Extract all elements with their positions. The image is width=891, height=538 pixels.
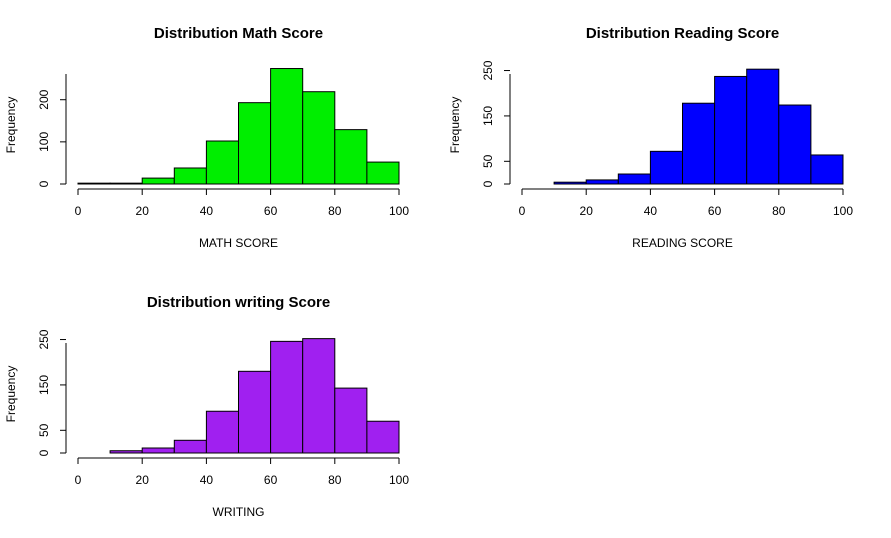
- x-tick-label: 60: [264, 473, 278, 487]
- bar: [778, 104, 812, 185]
- x-tick-label: 100: [389, 473, 409, 487]
- bar: [366, 161, 400, 185]
- y-tick-label: 0: [481, 180, 495, 187]
- y-tick-label: 150: [481, 106, 495, 126]
- bar: [334, 129, 368, 185]
- x-tick-label: 100: [833, 204, 853, 218]
- bar: [238, 370, 272, 454]
- bar: [77, 182, 111, 185]
- bar: [270, 68, 304, 185]
- y-axis-label: Frequency: [4, 97, 18, 154]
- x-tick-label: 60: [264, 204, 278, 218]
- bar: [714, 75, 748, 185]
- bar: [302, 338, 336, 454]
- x-tick-label: 0: [75, 204, 82, 218]
- x-tick-label: 60: [708, 204, 722, 218]
- x-tick-label: 80: [328, 473, 342, 487]
- x-tick-label: 80: [328, 204, 342, 218]
- bar: [810, 154, 844, 185]
- bar: [553, 181, 587, 185]
- bar: [141, 177, 175, 185]
- y-tick-label: 200: [37, 89, 51, 109]
- x-tick-label: 20: [136, 204, 150, 218]
- x-tick-label: 0: [519, 204, 526, 218]
- bar: [302, 91, 336, 185]
- y-tick-label: 50: [37, 423, 51, 437]
- y-tick-label: 0: [37, 180, 51, 187]
- bar: [366, 420, 400, 454]
- bar: [649, 150, 684, 185]
- bar: [270, 340, 304, 454]
- y-axis-label: Frequency: [4, 366, 18, 423]
- x-tick-label: 100: [389, 204, 409, 218]
- x-tick-label: 20: [136, 473, 150, 487]
- bar: [173, 439, 207, 454]
- bar: [746, 68, 780, 185]
- x-axis-label: WRITING: [213, 505, 265, 519]
- x-axis-label: MATH SCORE: [199, 236, 278, 250]
- y-tick-label: 250: [37, 329, 51, 349]
- y-tick-label: 100: [37, 132, 51, 152]
- x-axis-label: READING SCORE: [632, 236, 733, 250]
- bar: [205, 140, 239, 185]
- y-tick-label: 150: [37, 375, 51, 395]
- y-tick-label: 250: [481, 60, 495, 80]
- bar: [109, 450, 143, 454]
- bar: [141, 447, 175, 454]
- chart-title: Distribution Reading Score: [586, 25, 779, 42]
- x-tick-label: 40: [200, 204, 214, 218]
- x-tick-label: 40: [644, 204, 658, 218]
- bar: [334, 387, 368, 454]
- y-tick-label: 50: [481, 154, 495, 168]
- bar: [682, 102, 716, 185]
- y-tick-label: 0: [37, 449, 51, 456]
- chart-title: Distribution Math Score: [154, 25, 323, 42]
- bar: [173, 167, 207, 185]
- bar: [238, 102, 272, 185]
- x-tick-label: 40: [200, 473, 214, 487]
- bar: [109, 182, 143, 185]
- bar: [205, 410, 239, 454]
- x-tick-label: 20: [580, 204, 594, 218]
- x-tick-label: 80: [772, 204, 786, 218]
- bar: [617, 173, 651, 185]
- x-tick-label: 0: [75, 473, 82, 487]
- chart-title: Distribution writing Score: [147, 294, 330, 311]
- bar: [585, 179, 619, 185]
- y-axis-label: Frequency: [448, 97, 462, 154]
